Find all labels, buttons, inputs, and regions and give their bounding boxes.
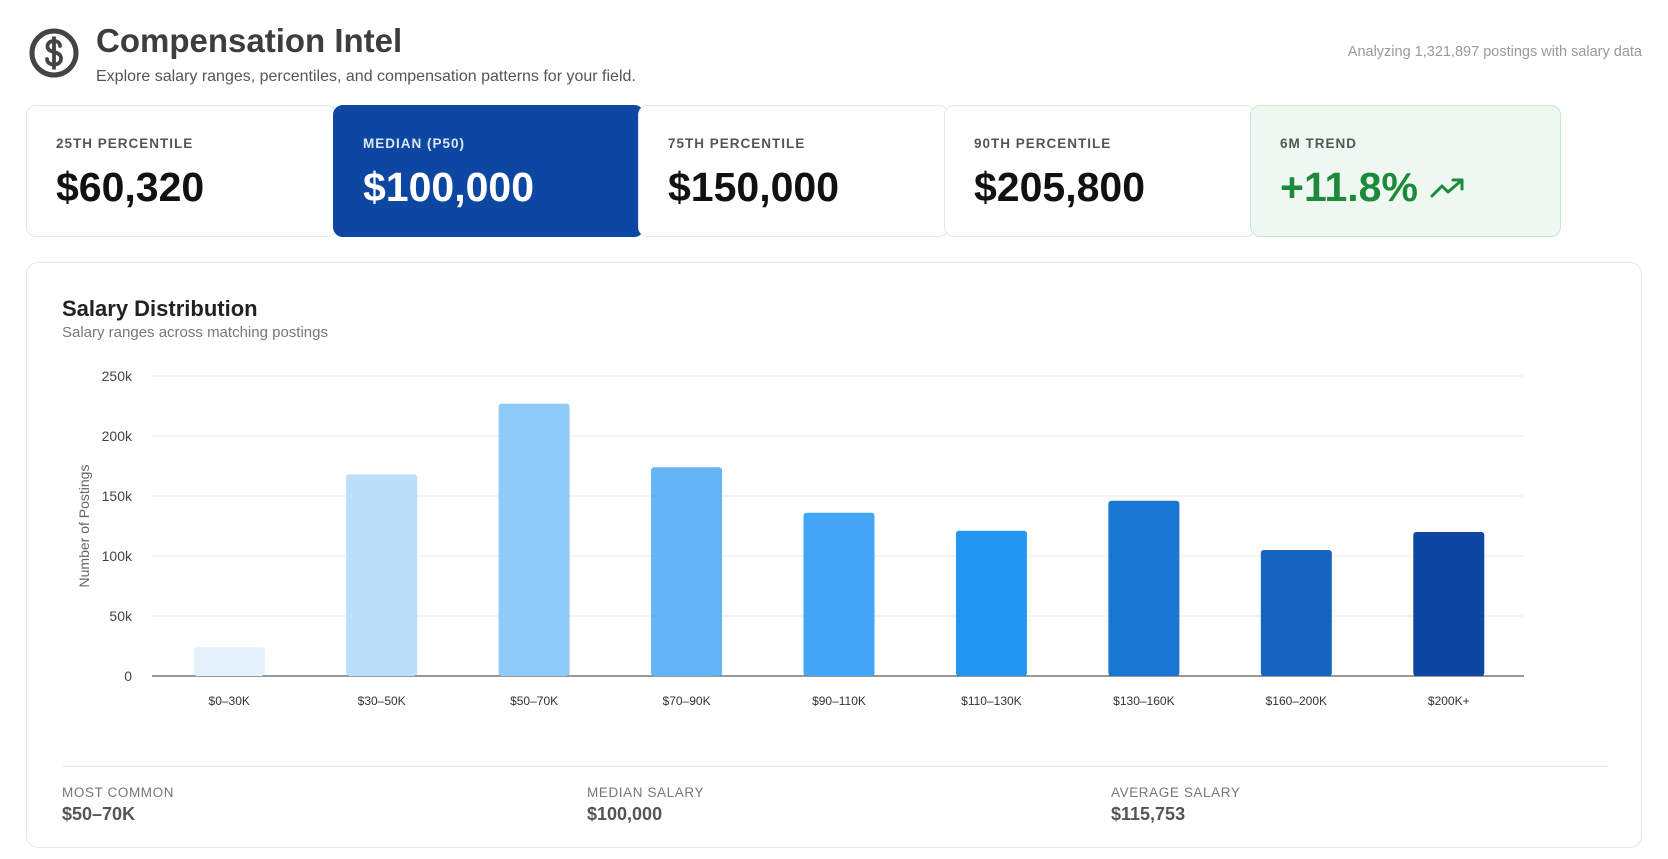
bar-5 — [803, 512, 875, 676]
bar-1 — [193, 647, 265, 676]
summary-label: MOST COMMON — [62, 785, 175, 800]
x-tick-label: $130–160K — [1113, 694, 1174, 708]
summary-value: $115,753 — [1111, 804, 1186, 824]
stat-value: $60,320 — [56, 164, 205, 210]
y-tick-label: 50k — [109, 608, 133, 624]
y-tick-label: 150k — [102, 488, 133, 504]
salary-bar-chart: 0 50k 100k 150k 200k 250k $0–30K $30–50K $50–70K… — [76, 368, 1524, 708]
y-axis-label: Number of Postings — [76, 465, 92, 588]
bar-8 — [1260, 550, 1332, 676]
page-header: Compensation Intel Explore salary ranges… — [26, 22, 1642, 92]
salary-distribution-panel: Salary Distribution Salary ranges across… — [26, 262, 1642, 848]
x-tick-label: $90–110K — [812, 694, 866, 708]
bar-9 — [1413, 532, 1485, 676]
y-tick-label: 200k — [102, 428, 133, 444]
stat-value: +11.8% — [1280, 164, 1418, 210]
stat-value: $100,000 — [363, 164, 535, 210]
stat-card-p90: 90TH PERCENTILE $205,800 — [944, 105, 1255, 237]
stat-value: $150,000 — [668, 164, 840, 210]
percentile-cards: 25TH PERCENTILE $60,320 MEDIAN (P50) $10… — [26, 105, 1642, 241]
stat-value: $205,800 — [974, 164, 1146, 210]
page-title: Compensation Intel — [96, 22, 403, 59]
summary-median-salary: MEDIAN SALARY $100,000 — [587, 785, 704, 825]
y-tick-label: 250k — [102, 368, 133, 384]
stat-card-p75: 75TH PERCENTILE $150,000 — [638, 105, 949, 237]
summary-divider — [62, 766, 1608, 767]
x-tick-label: $70–90K — [663, 694, 711, 708]
stat-label: 90TH PERCENTILE — [974, 136, 1112, 151]
x-tick-label: $0–30K — [209, 694, 250, 708]
x-tick-label: $30–50K — [358, 694, 406, 708]
page-subtitle: Explore salary ranges, percentiles, and … — [96, 68, 636, 85]
chart-title: Salary Distribution — [62, 296, 258, 321]
bar-4 — [651, 467, 723, 676]
bar-6 — [955, 530, 1027, 676]
x-tick-label: $200K+ — [1428, 694, 1470, 708]
x-tick-label: $110–130K — [961, 694, 1022, 708]
summary-value: $50–70K — [62, 804, 136, 824]
summary-label: AVERAGE SALARY — [1111, 785, 1241, 800]
x-tick-label: $160–200K — [1266, 694, 1327, 708]
stat-card-trend: 6M TREND +11.8% — [1250, 105, 1561, 237]
summary-value: $100,000 — [587, 804, 663, 824]
x-tick-label: $50–70K — [510, 694, 558, 708]
stat-label: 75TH PERCENTILE — [668, 136, 806, 151]
stat-card-p25: 25TH PERCENTILE $60,320 — [26, 105, 337, 237]
bar-7 — [1108, 500, 1180, 676]
stat-label: MEDIAN (P50) — [363, 136, 466, 151]
summary-label: MEDIAN SALARY — [587, 785, 705, 800]
y-tick-label: 0 — [124, 668, 132, 684]
trend-value-row: +11.8% — [1280, 164, 1466, 211]
bar-3 — [498, 403, 570, 676]
chart-subtitle: Salary ranges across matching postings — [62, 324, 328, 341]
stat-card-median: MEDIAN (P50) $100,000 — [333, 105, 644, 237]
trending-up-icon — [1430, 178, 1464, 197]
summary-average-salary: AVERAGE SALARY $115,753 — [1111, 785, 1240, 825]
summary-most-common: MOST COMMON $50–70K — [62, 785, 174, 825]
y-tick-label: 100k — [102, 548, 133, 564]
stat-label: 25TH PERCENTILE — [56, 136, 194, 151]
dollar-circle-icon — [29, 28, 79, 78]
stat-label: 6M TREND — [1280, 136, 1358, 151]
bar-2 — [346, 474, 418, 676]
postings-count-text: Analyzing 1,321,897 postings with salary… — [1347, 44, 1642, 60]
